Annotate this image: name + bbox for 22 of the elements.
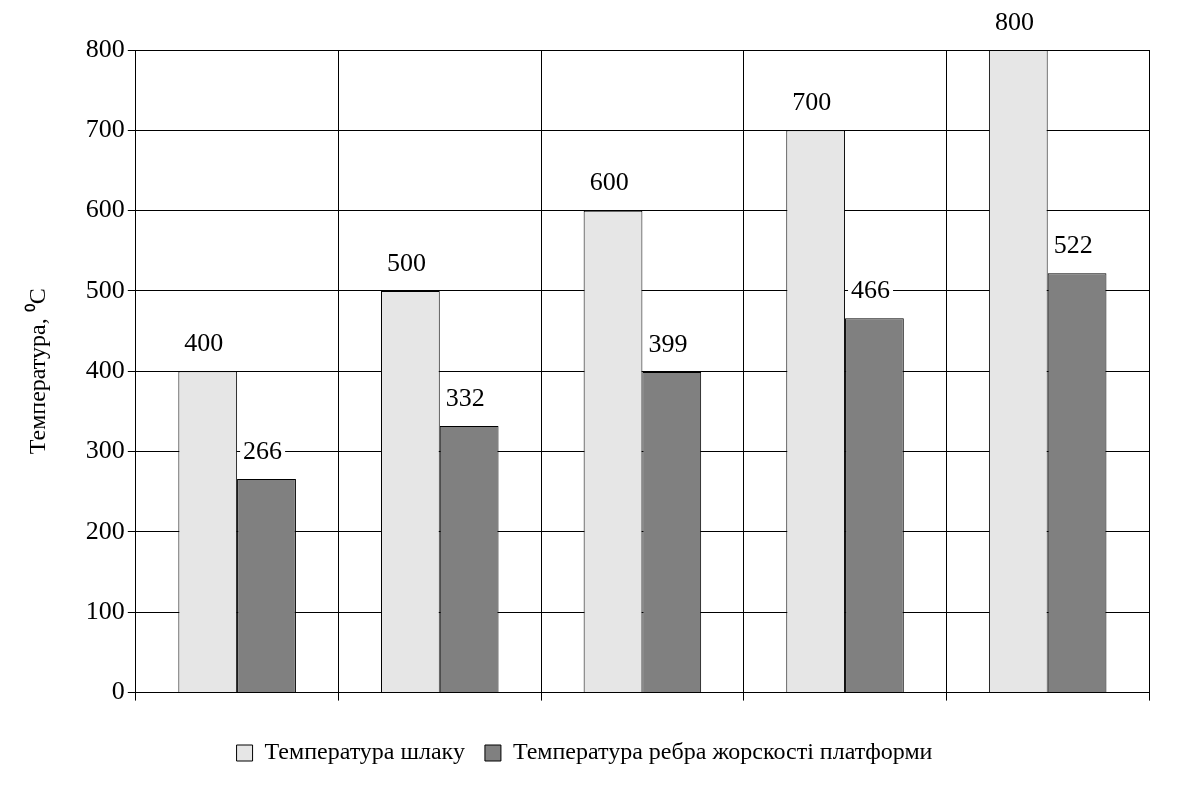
data-label: 400	[184, 328, 224, 358]
data-label: 522	[1053, 230, 1093, 260]
data-label: 500	[386, 247, 426, 277]
data-label: 399	[648, 328, 688, 358]
legend-label: Температура шлаку	[264, 738, 465, 765]
data-label: 700	[792, 87, 832, 117]
y-tick-label: 500	[85, 274, 125, 304]
y-tick-label: 600	[85, 194, 125, 224]
data-label: 800	[994, 6, 1034, 36]
data-label: 466	[851, 275, 891, 305]
y-tick-label: 700	[85, 114, 125, 144]
y-tick-label: 200	[85, 515, 125, 545]
y-axis-title: Температура, ⁰C	[23, 288, 50, 455]
y-tick-label: 100	[85, 596, 125, 626]
data-label: 266	[243, 435, 283, 465]
y-tick-label: 800	[85, 33, 125, 63]
y-tick-label: 400	[85, 355, 125, 385]
y-tick-label: 300	[85, 435, 125, 465]
y-tick-label: 0	[111, 676, 125, 706]
data-label: 332	[445, 382, 485, 412]
legend-label: Температура ребра жорскості платформи	[512, 738, 933, 765]
data-label: 600	[589, 167, 629, 197]
